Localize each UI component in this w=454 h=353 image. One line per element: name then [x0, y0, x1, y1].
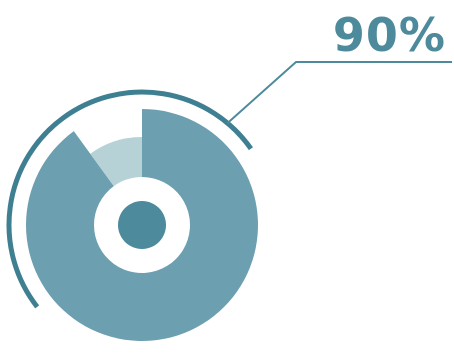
percentage-label: 90%	[332, 8, 446, 62]
center-dot	[118, 201, 166, 249]
outer-ring-arc	[6, 89, 253, 309]
leader-line	[226, 61, 452, 124]
pie-slice-remainder	[90, 137, 142, 187]
pie-slice-main	[25, 109, 259, 341]
